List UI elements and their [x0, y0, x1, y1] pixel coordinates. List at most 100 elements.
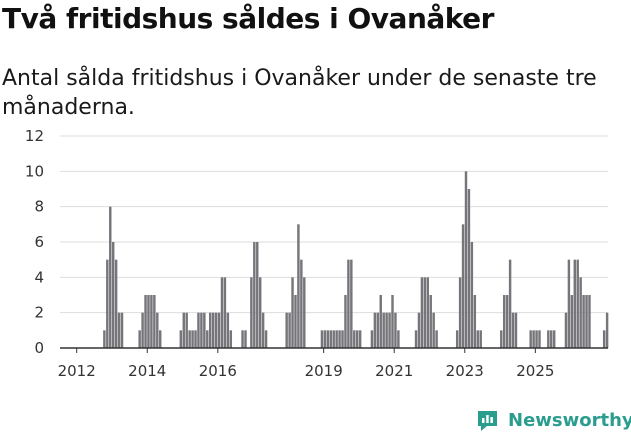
bar	[241, 330, 244, 348]
bar	[206, 330, 209, 348]
bar	[467, 189, 471, 348]
bar	[264, 330, 268, 348]
bar	[358, 330, 362, 348]
bar	[185, 312, 188, 348]
bar	[344, 295, 347, 348]
x-tick-label: 2016	[199, 362, 237, 380]
bars	[103, 171, 609, 348]
bar	[391, 295, 394, 348]
bar	[303, 277, 306, 348]
newsworthy-logo-text: Newsworthy	[508, 410, 631, 431]
y-tick-label: 8	[34, 198, 44, 216]
y-tick-label: 10	[25, 162, 44, 180]
bar	[579, 277, 582, 348]
bar	[226, 312, 230, 348]
bar	[576, 259, 579, 348]
bar	[347, 259, 350, 348]
bar	[197, 312, 200, 348]
newsworthy-logo-icon	[478, 411, 497, 431]
bar	[103, 330, 106, 348]
bar	[332, 330, 335, 348]
bar	[323, 330, 327, 348]
bar	[505, 295, 509, 348]
y-tick-label: 2	[34, 304, 44, 322]
bar	[397, 330, 400, 348]
bar	[220, 277, 224, 348]
bar	[120, 312, 124, 348]
bar	[214, 312, 218, 348]
bar	[179, 330, 183, 348]
bar	[285, 312, 288, 348]
newsworthy-logo: Newsworthy	[475, 408, 631, 433]
bar	[182, 312, 185, 348]
bar	[156, 312, 159, 348]
bar	[464, 171, 468, 348]
bar	[429, 295, 432, 348]
bar	[547, 330, 550, 348]
chart-title: Två fritidshus såldes i Ovanåker	[2, 2, 494, 35]
bar	[288, 312, 291, 348]
y-tick-label: 6	[34, 233, 44, 251]
bar	[320, 330, 324, 348]
bar	[297, 224, 300, 348]
x-tick-label: 2012	[58, 362, 96, 380]
bar	[420, 277, 424, 348]
bar	[209, 312, 212, 348]
x-tick-label: 2019	[305, 362, 343, 380]
bar	[138, 330, 141, 348]
bar	[535, 330, 538, 348]
bar	[435, 330, 438, 348]
bar	[432, 312, 435, 348]
y-tick-label: 12	[25, 127, 44, 145]
bar	[508, 259, 512, 348]
bar	[479, 330, 482, 348]
bar	[455, 330, 459, 348]
bar	[550, 330, 553, 348]
bar	[573, 259, 576, 348]
bar	[564, 312, 568, 348]
bar	[341, 330, 344, 348]
bar	[117, 312, 121, 348]
bar	[194, 330, 197, 348]
bar	[394, 312, 397, 348]
bar	[106, 259, 109, 348]
bar	[423, 277, 427, 348]
bar	[188, 330, 191, 348]
bar	[159, 330, 162, 348]
bar	[356, 330, 359, 348]
bar	[144, 295, 147, 348]
bar	[109, 206, 112, 348]
bar	[147, 295, 150, 348]
bar	[114, 259, 118, 348]
bar	[250, 277, 253, 348]
bar	[253, 242, 256, 348]
bar	[588, 295, 591, 348]
bar	[291, 277, 294, 348]
bar	[388, 312, 391, 348]
bar	[585, 295, 588, 348]
bar	[461, 224, 465, 348]
bar	[473, 295, 477, 348]
bar	[602, 330, 606, 348]
bar	[353, 330, 356, 348]
bar	[229, 330, 233, 348]
gridlines	[60, 135, 608, 314]
bar	[203, 312, 206, 348]
bar	[350, 259, 353, 348]
bar	[338, 330, 341, 348]
bar	[141, 312, 144, 348]
bar	[567, 259, 571, 348]
bar	[153, 295, 156, 348]
bar	[335, 330, 338, 348]
bar	[514, 312, 518, 348]
bar	[244, 330, 247, 348]
bar	[300, 259, 303, 348]
x-tick-label: 2025	[516, 362, 554, 380]
axes	[60, 347, 608, 353]
bar	[294, 295, 297, 348]
x-tick-label: 2014	[128, 362, 166, 380]
bar	[379, 295, 382, 348]
bar	[150, 295, 153, 348]
bar	[191, 330, 194, 348]
bar	[256, 242, 259, 348]
